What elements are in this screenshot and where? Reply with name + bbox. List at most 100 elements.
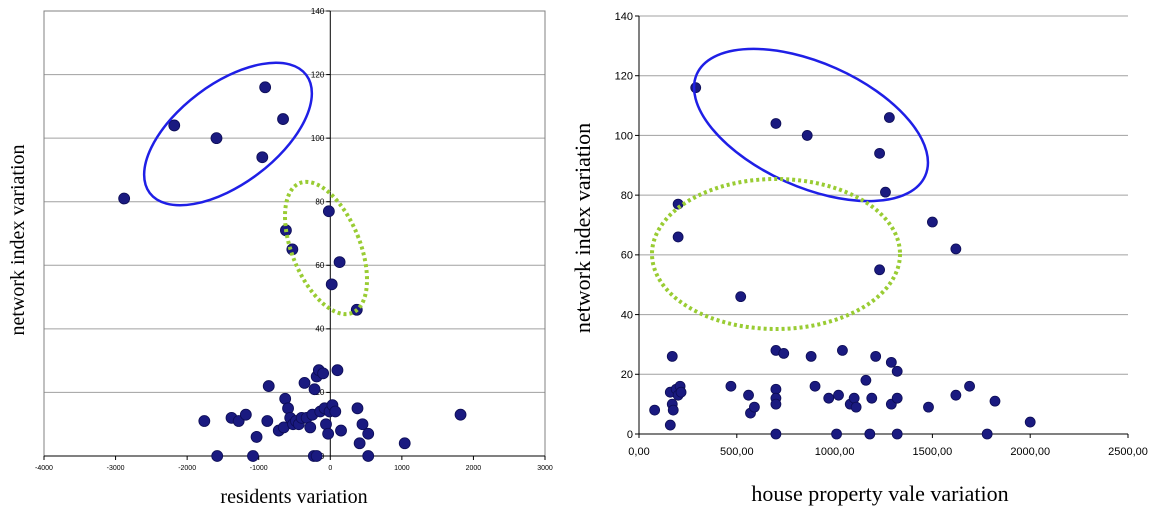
right-data-point (891, 428, 903, 440)
right-y-tick-label: 0 (627, 429, 633, 441)
right-data-point (874, 264, 885, 276)
left-data-point (298, 376, 311, 389)
right-data-point (950, 243, 962, 255)
right-data-point (837, 344, 848, 356)
right-data-point (848, 392, 860, 404)
left-y-tick-label: 140 (311, 7, 325, 16)
right-data-point (675, 386, 687, 398)
right-data-point (743, 389, 754, 401)
left-data-point (282, 402, 294, 415)
left-data-point (362, 450, 375, 462)
right-y-tick-label: 100 (615, 130, 633, 142)
left-green-cluster-ellipse (282, 179, 370, 317)
right-y-tick-label: 40 (621, 309, 633, 321)
right-tick-labels: 0 20 40 60 80 100 120 140 0,00 500,00 1000,00 1500,… (615, 11, 1148, 458)
left-gridlines (44, 10, 545, 393)
right-x-tick-label: 2000,00 (1010, 446, 1050, 458)
left-x-tick-label: -1000 (250, 465, 268, 472)
left-data-point (256, 151, 269, 164)
left-data-point (198, 415, 211, 427)
right-data-point (749, 401, 760, 413)
left-data-point (351, 402, 364, 415)
right-data-point (989, 395, 1001, 407)
left-plot-frame (43, 10, 546, 457)
left-data-point (398, 437, 411, 450)
left-data-point (331, 364, 344, 377)
right-blue-cluster-ellipse (692, 47, 930, 203)
left-annotations (142, 61, 370, 317)
left-data-point (322, 427, 335, 440)
right-y-tick-label: 80 (621, 190, 633, 202)
right-data-point (874, 147, 885, 159)
right-data-point (778, 347, 790, 359)
right-data-point (770, 398, 782, 410)
right-annotations (650, 47, 930, 331)
right-data-point (805, 350, 817, 362)
left-data-point (322, 205, 335, 218)
left-y-tick-label: 80 (315, 198, 324, 207)
left-data-point (333, 256, 346, 269)
right-data-point (667, 404, 679, 416)
right-data-point (833, 389, 844, 401)
left-blue-cluster-ellipse (142, 61, 314, 207)
left-y-tick-label: 60 (315, 261, 324, 270)
left-data-point (247, 450, 259, 462)
left-data-point (317, 367, 330, 380)
right-x-tick-label: 1500,00 (913, 446, 953, 458)
right-data-point (649, 404, 661, 416)
left-y-tick-label: 100 (311, 134, 325, 143)
right-data-point (672, 231, 684, 243)
right-x-tick-label: 500,00 (720, 446, 754, 458)
left-y-tick-label: 120 (311, 70, 325, 79)
left-x-tick-label: 0 (328, 465, 332, 472)
left-data-point (353, 437, 366, 450)
left-data-point (310, 450, 323, 462)
left-data-point (261, 415, 274, 427)
left-axes (43, 10, 546, 460)
right-x-axis-title: house property vale variation (751, 481, 1008, 506)
left-data-point (168, 119, 181, 132)
left-data-point (277, 113, 289, 125)
right-data-point (850, 401, 862, 413)
right-data-point (725, 380, 737, 392)
left-data-point (304, 421, 317, 434)
right-x-tick-label: 1000,00 (815, 446, 855, 458)
right-data-point (927, 216, 938, 228)
right-x-tick-label: 0,00 (628, 446, 649, 458)
left-data-point (259, 81, 272, 94)
left-y-axis-title: network index variation (7, 144, 29, 335)
chart-residents: 020406080100120140-4000-3000-2000-100001… (7, 7, 553, 508)
right-data-point (823, 392, 835, 404)
right-data-point (880, 186, 891, 198)
right-data-point (666, 350, 678, 362)
left-data-point (211, 450, 224, 462)
left-data-point (118, 192, 131, 205)
right-data-point (770, 428, 782, 440)
left-data-point (362, 427, 375, 440)
left-data-point (335, 424, 347, 437)
right-data-point (923, 401, 934, 413)
left-x-tick-label: 2000 (466, 465, 482, 472)
right-green-cluster-ellipse (650, 177, 902, 331)
right-data-point (964, 380, 975, 392)
left-data-point (308, 383, 321, 396)
right-data-point (735, 291, 747, 303)
right-data-point (891, 392, 903, 404)
right-data-point (981, 428, 993, 440)
left-data-point (210, 132, 223, 145)
right-points (649, 82, 1036, 440)
right-data-point (870, 350, 882, 362)
left-x-tick-label: -3000 (107, 465, 125, 472)
right-data-point (770, 118, 782, 129)
left-x-axis-title: residents variation (220, 486, 367, 508)
chart-house-value: 0 20 40 60 80 100 120 140 0,00 500,00 1000,00 1500,… (570, 11, 1148, 506)
right-data-point (831, 428, 842, 440)
right-y-tick-label: 120 (615, 71, 633, 83)
right-data-point (1024, 416, 1036, 428)
right-data-point (809, 380, 821, 392)
right-y-tick-label: 20 (621, 369, 633, 381)
right-data-point (864, 428, 876, 440)
right-data-point (860, 374, 872, 386)
right-data-point (801, 130, 813, 141)
right-y-tick-label: 60 (621, 250, 633, 262)
